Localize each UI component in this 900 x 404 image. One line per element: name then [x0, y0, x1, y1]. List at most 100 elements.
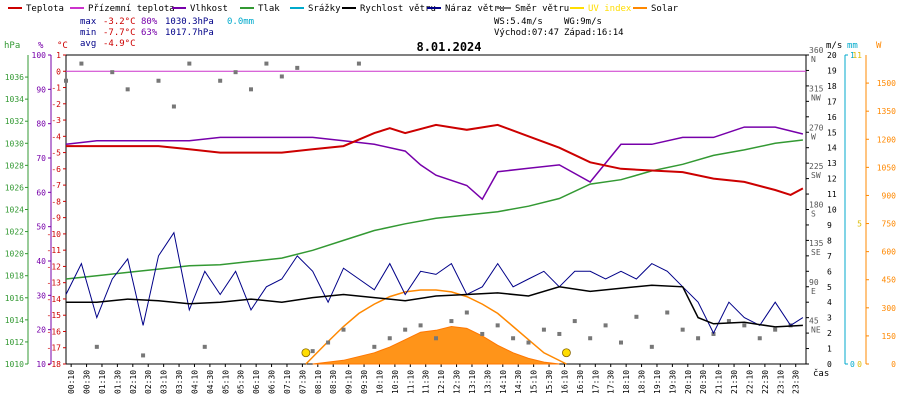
solar-tick-label: 300 — [882, 304, 897, 313]
temp-tick-label: -12 — [47, 262, 62, 271]
temp-tick-label: -16 — [47, 327, 62, 336]
temp-tick-label: -6 — [51, 165, 61, 174]
chart-date-title: 8.01.2024 — [416, 40, 481, 54]
stat-max-press: 1030.3hPa — [165, 17, 214, 27]
direction-tick-label: 45 — [809, 316, 819, 325]
wind-direction-point — [64, 78, 68, 83]
wind-direction-point — [557, 331, 562, 336]
temp-tick-label: -7 — [51, 181, 61, 190]
pressure-tick-label: 1014 — [5, 316, 24, 325]
wind-direction-point — [94, 344, 99, 349]
wind-tick-label: 11 — [827, 190, 837, 199]
wind-tick-label: 12 — [827, 175, 837, 184]
temp-tick-label: -8 — [51, 197, 61, 206]
x-tick-label: 16:30 — [576, 370, 585, 394]
stat-avg-temp: -4.9°C — [103, 39, 136, 49]
wind-direction-point — [279, 74, 284, 79]
wind-direction-point — [649, 344, 654, 349]
x-tick-label: 19:30 — [668, 370, 677, 394]
x-tick-label: 22:10 — [745, 370, 754, 394]
stat-avg-label: avg — [80, 39, 96, 49]
wind-direction-point — [541, 327, 546, 332]
x-tick-label: 18:30 — [638, 370, 647, 394]
wind-direction-point — [295, 65, 300, 70]
stat-max-temp: -3.2°C — [103, 17, 136, 27]
stat-rain: 0.0mm — [227, 17, 254, 27]
wind-direction-point — [187, 61, 192, 66]
plot-frame — [65, 54, 807, 365]
x-tick-label: 10:10 — [375, 370, 384, 394]
temp-tick-label: -1 — [51, 84, 61, 93]
direction-tick-label: 180 — [809, 201, 824, 210]
wind-direction-point — [310, 349, 315, 354]
wind-direction-point — [249, 87, 253, 92]
wind-direction-point — [495, 323, 500, 328]
stat-min-temp: -7.7°C — [103, 28, 136, 38]
wind-direction-point — [125, 87, 130, 92]
wind-tick-label: 10 — [827, 206, 837, 215]
solar-tick-label: 1500 — [877, 79, 896, 88]
temp-tick-label: -15 — [47, 311, 62, 320]
temp-tick-label: 1 — [56, 51, 61, 60]
wind-direction-point — [619, 340, 623, 345]
legend-label-solar: Solar — [651, 4, 679, 14]
pressure-tick-label: 1030 — [5, 139, 24, 148]
wind-direction-point — [403, 327, 408, 332]
humidity-tick-label: 40 — [36, 257, 46, 266]
wind-tick-label: 16 — [827, 113, 837, 122]
wind-tick-label: 17 — [827, 97, 837, 106]
wind-direction-point — [588, 336, 593, 341]
wind-direction-point — [218, 78, 223, 83]
x-tick-label: 21:30 — [730, 370, 739, 394]
direction-letter-label: NE — [811, 325, 821, 334]
stat-wg: WG:9m/s — [564, 17, 602, 27]
x-tick-label: 23:10 — [776, 370, 785, 394]
wind-direction-point — [264, 61, 269, 66]
temp-tick-label: -10 — [47, 230, 62, 239]
humidity-tick-label: 100 — [32, 51, 47, 60]
pressure-tick-label: 1010 — [5, 360, 24, 369]
wind-tick-label: 15 — [827, 128, 837, 137]
temp-tick-label: -5 — [51, 149, 61, 158]
axes: 10-1-2-3-4-5-6-7-8-9-10-11-12-13-14-15-1… — [5, 46, 896, 394]
wind-direction-point — [665, 310, 670, 315]
wind-tick-label: 7 — [827, 252, 832, 261]
solar-tick-label: 900 — [882, 191, 897, 200]
wind-direction-point — [171, 104, 176, 109]
x-tick-label: 02:30 — [144, 370, 153, 394]
wind-speed-line — [66, 284, 803, 328]
direction-tick-label: 360 — [809, 46, 824, 55]
x-tick-label: 06:30 — [268, 370, 277, 394]
wind-tick-label: 13 — [827, 159, 837, 168]
direction-letter-label: W — [811, 132, 816, 141]
humidity-tick-label: 30 — [36, 291, 46, 300]
pressure-tick-label: 1018 — [5, 272, 24, 281]
wind-tick-label: 0 — [827, 360, 832, 369]
x-tick-label: 19:10 — [653, 370, 662, 394]
humidity-tick-label: 10 — [36, 360, 46, 369]
pressure-tick-label: 1012 — [5, 338, 24, 347]
legend-label-teplota: Teplota — [26, 4, 64, 14]
rain-axis-header: mm — [847, 41, 858, 51]
humidity-axis-header: % — [38, 41, 44, 51]
x-tick-label: 05:30 — [237, 370, 246, 394]
wind-direction-point — [79, 61, 84, 66]
solar-tick-label: 600 — [882, 248, 897, 257]
temp-tick-label: 0 — [56, 67, 61, 76]
wind-tick-label: 4 — [827, 298, 832, 307]
x-tick-label: 11:30 — [422, 370, 431, 394]
wind-direction-point — [511, 336, 516, 341]
wind-direction-point — [341, 327, 346, 332]
wind-tick-label: 3 — [827, 314, 832, 323]
wind-direction-point — [418, 323, 423, 328]
wind-tick-label: 2 — [827, 329, 832, 338]
wind-tick-label: 8 — [827, 236, 832, 245]
x-tick-label: 14:10 — [499, 370, 508, 394]
rain-tick-label: 0 — [850, 360, 855, 369]
wind-direction-point — [773, 327, 778, 332]
x-tick-label: 10:30 — [391, 370, 400, 394]
x-tick-label: 00:10 — [67, 370, 76, 394]
plot-area — [64, 61, 806, 365]
legend-label-prizemni-teplota: Přízemní teplota — [88, 4, 175, 14]
humidity-tick-label: 80 — [36, 120, 46, 129]
